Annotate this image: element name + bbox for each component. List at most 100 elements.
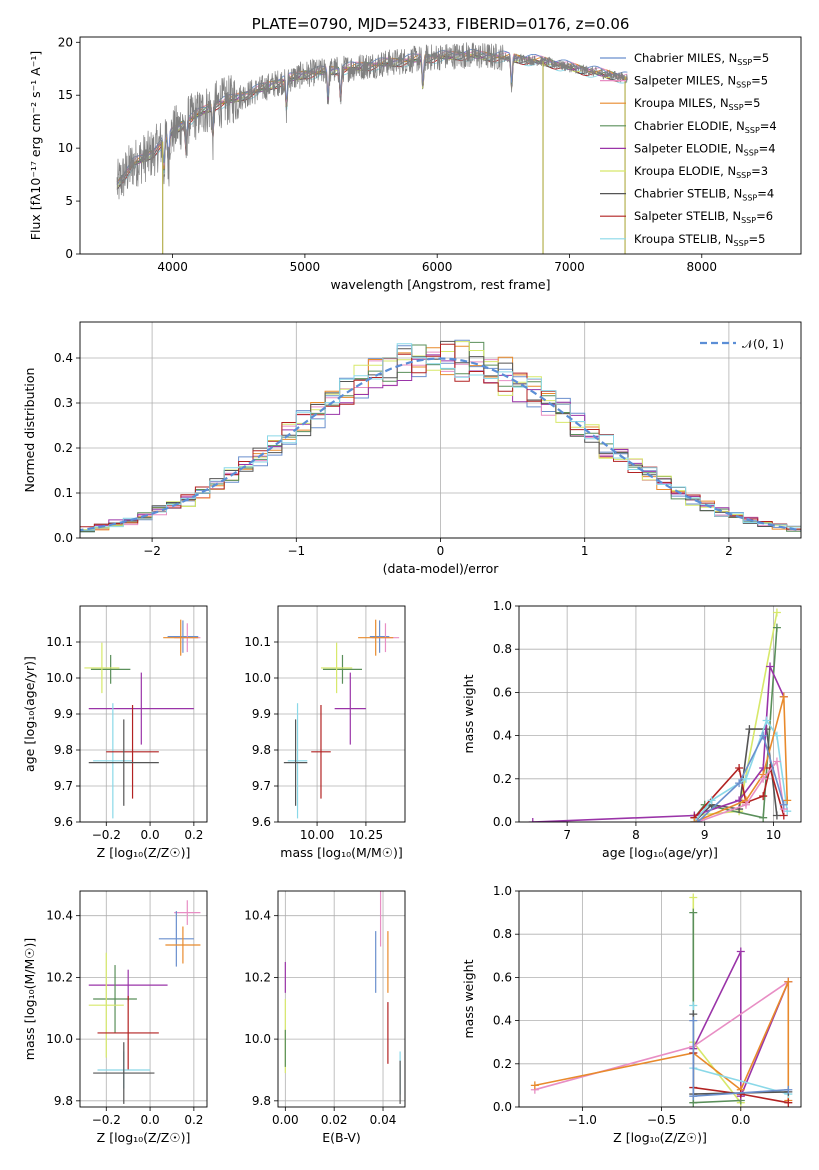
plot-area [84,619,201,819]
error-bar-point [163,619,199,656]
weight-marker [735,764,744,772]
x-tick-label: −1 [287,544,305,558]
legend-name: Kroupa ELODIE, N [634,164,736,178]
panel-mass_vs_EBV: 0.00 0.02 0.04 9.8 10.0 10.2 10.4 E(B-V) [244,890,406,1145]
weight-line [692,951,790,1097]
legend-label: Kroupa ELODIE, NSSP=3 [634,164,768,180]
x-tick-label: 7 [563,828,571,842]
plot-area [80,339,801,535]
x-tick-label: 0.04 [370,1113,397,1127]
axes-frame [277,890,406,1108]
legend-label: Kroupa STELIB, NSSP=5 [634,232,765,248]
legend-name: Chabrier MILES, N [634,51,737,65]
legend-count: =6 [756,209,773,223]
y-tick-label: 9.6 [252,815,271,829]
x-tick-label: 0.0 [141,828,160,842]
weight-line [693,764,785,819]
axes-frame [518,605,802,823]
legend-name: Kroupa MILES, N [634,96,729,110]
legend-count: =4 [760,119,777,133]
y-axis-label: mass [log₁₀(M/M☉)] [22,938,37,1060]
weight-marker [741,774,750,783]
weight-line [532,666,785,822]
y-axis-label: mass weight [461,674,476,753]
y-tick-label: 0.0 [493,1100,512,1114]
y-tick-label: 0.0 [493,815,512,829]
x-tick-label: −0.5 [647,1113,676,1127]
legend-subscript: SSP [729,103,744,112]
legend-subscript: SSP [736,171,751,180]
x-tick-label: 7000 [554,260,585,274]
error-bar-point [283,719,308,806]
y-axis-label: age [log₁₀(age/yr)] [22,656,37,772]
error-bar-point [369,620,390,653]
y-tick-label: 0 [65,247,73,261]
error-bar-point [93,965,137,1033]
weight-marker [530,1081,539,1090]
weight-marker [736,1090,745,1099]
y-tick-label: 10.1 [46,635,73,649]
legend-name: Salpeter ELODIE, N [634,141,744,155]
y-tick-label: 10.2 [46,970,73,984]
y-tick-label: 9.8 [54,743,73,757]
legend-count: =5 [752,51,769,65]
x-tick-label: 10 [766,828,781,842]
x-axis-label: Z [log₁₀(Z/Z☉)] [97,1130,191,1145]
y-tick-label: 9.8 [252,743,271,757]
legend-count: =4 [757,187,774,201]
y-tick-label: 10.4 [46,909,73,923]
error-bar-point [358,619,394,656]
panel-weight_vs_Z: −1.0 −0.5 0.0 0.0 0.2 0.4 0.6 0.8 1.0 Z [log₁₀(Z/… [461,884,802,1145]
x-tick-label: 10.25 [349,828,383,842]
axes-frame [277,605,406,823]
axes-frame [79,605,208,823]
legend-label: Salpeter STELIB, NSSP=6 [634,209,773,225]
legend-subscript: SSP [737,58,752,67]
error-bar-point [88,672,194,745]
error-bar-point [88,719,159,806]
plot-area [283,619,400,819]
x-axis-label: E(B-V) [322,1130,361,1145]
error-bar-point [90,654,131,684]
x-tick-label: 0.2 [184,828,203,842]
y-tick-label: 9.8 [252,1094,271,1108]
y-tick-label: 5 [65,194,73,208]
weight-marker [689,893,698,902]
legend-label: Kroupa MILES, NSSP=5 [634,96,760,112]
y-tick-label: 10.0 [46,1032,73,1046]
y-tick-label: 1.0 [493,599,512,613]
weight-marker [779,692,788,701]
weight-line [697,733,785,822]
x-tick-label: 0.2 [184,1113,203,1127]
weight-marker [784,1098,793,1107]
error-bar-point [287,703,308,819]
legend-subscript: SSP [736,81,751,90]
error-bar-point [88,969,168,1001]
model-spectrum-line [116,56,628,188]
legend-name: Kroupa STELIB, N [634,232,734,246]
legend-subscript: SSP [734,239,749,248]
x-axis-label: Z [log₁₀(Z/Z☉)] [613,1130,707,1145]
error-bar-point [93,1042,155,1104]
y-tick-label: 0.0 [54,531,73,545]
axes-frame [518,890,802,1108]
legend-label: Chabrier STELIB, NSSP=4 [634,187,774,203]
legend-count: =5 [749,232,766,246]
weight-marker [772,608,781,617]
x-tick-label: 5000 [290,260,321,274]
weight-marker [784,1085,793,1094]
weight-marker [762,716,771,725]
plot-area [284,891,401,1104]
y-tick-label: 0.1 [54,486,73,500]
weight-marker [735,779,744,788]
error-bar-point [320,642,353,694]
legend-subscript: SSP [744,148,759,157]
x-tick-label: 6000 [422,260,453,274]
plot-area [88,900,201,1104]
weight-marker [707,796,716,805]
x-tick-label: 0.02 [321,1113,348,1127]
weight-marker [766,662,775,671]
y-tick-label: 0.4 [493,1014,512,1028]
x-tick-label: 10.00 [300,828,334,842]
axes-frame [79,321,802,539]
